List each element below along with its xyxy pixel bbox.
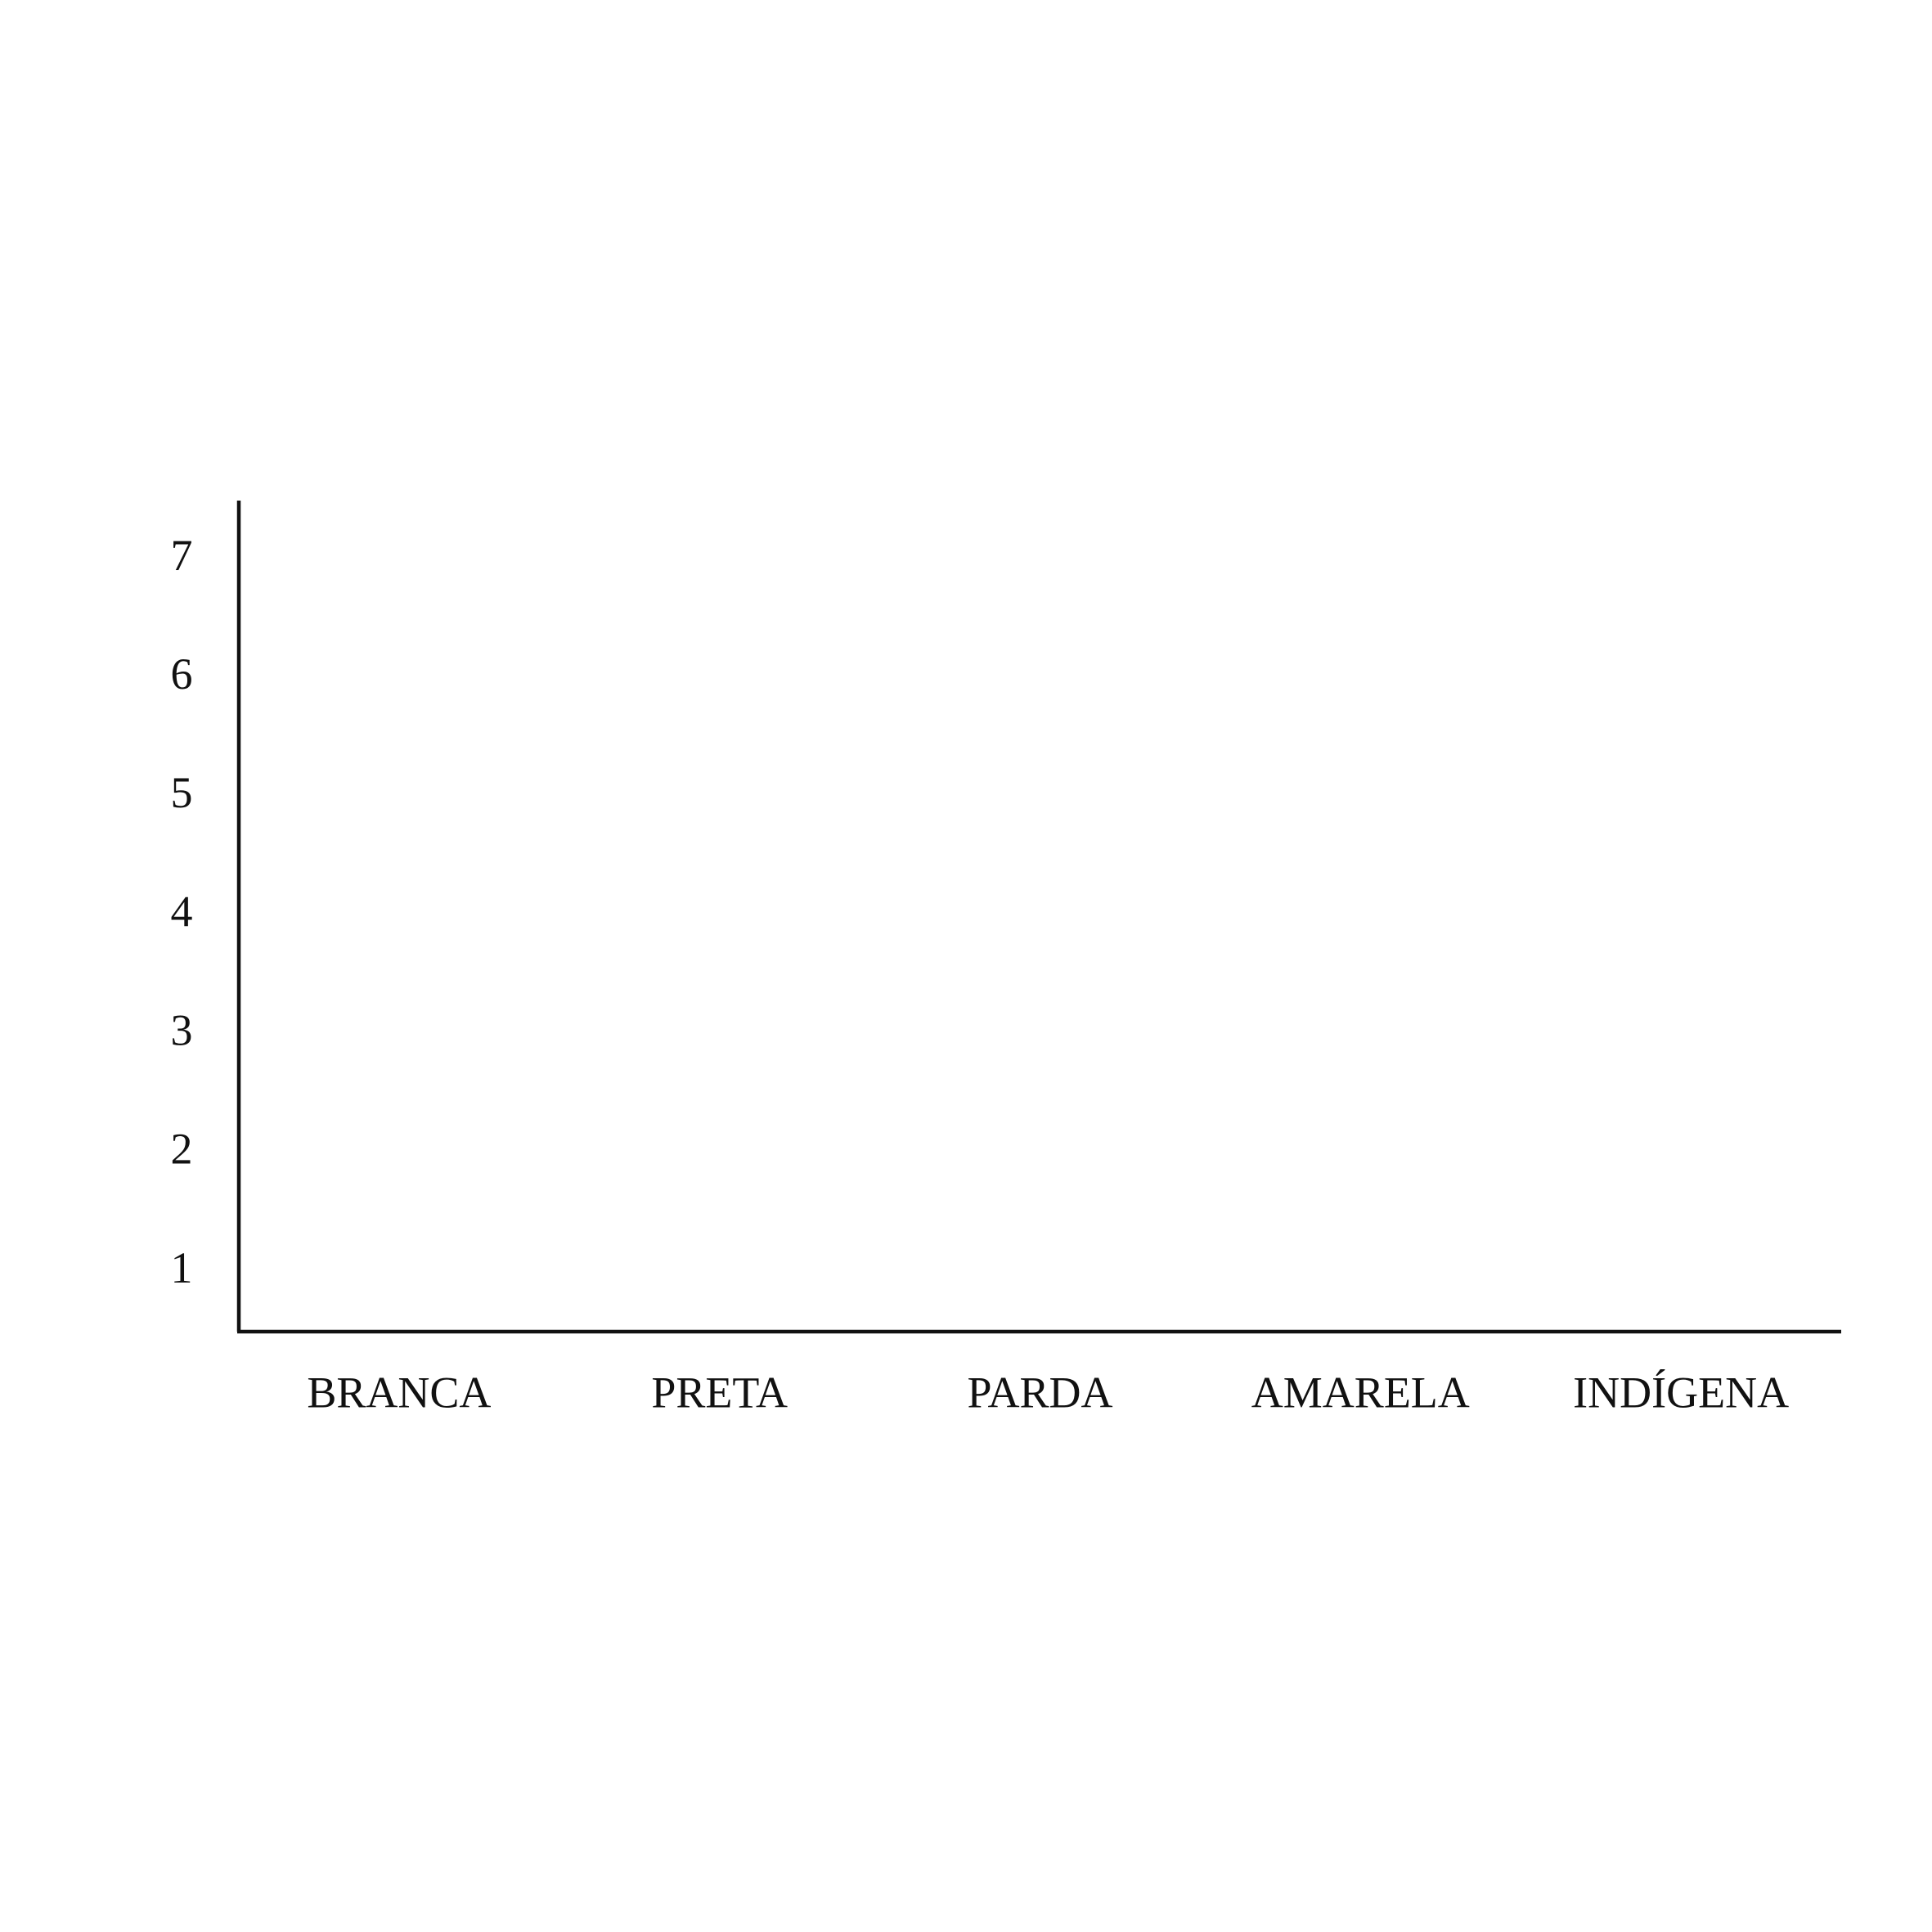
y-tick-label: 1 <box>171 1243 193 1292</box>
y-tick-label: 4 <box>171 887 193 936</box>
y-tick-label: 6 <box>171 649 193 699</box>
y-tick-label: 2 <box>171 1125 193 1174</box>
y-tick-label: 3 <box>171 1006 193 1055</box>
x-tick-label: PARDA <box>967 1368 1112 1417</box>
x-tick-label: INDÍGENA <box>1573 1368 1789 1417</box>
x-tick-label: PRETA <box>651 1368 788 1417</box>
y-tick-label: 5 <box>171 768 193 817</box>
y-tick-label: 7 <box>171 531 193 580</box>
x-tick-label: AMARELA <box>1251 1368 1470 1417</box>
x-tick-label: BRANCA <box>307 1368 491 1417</box>
